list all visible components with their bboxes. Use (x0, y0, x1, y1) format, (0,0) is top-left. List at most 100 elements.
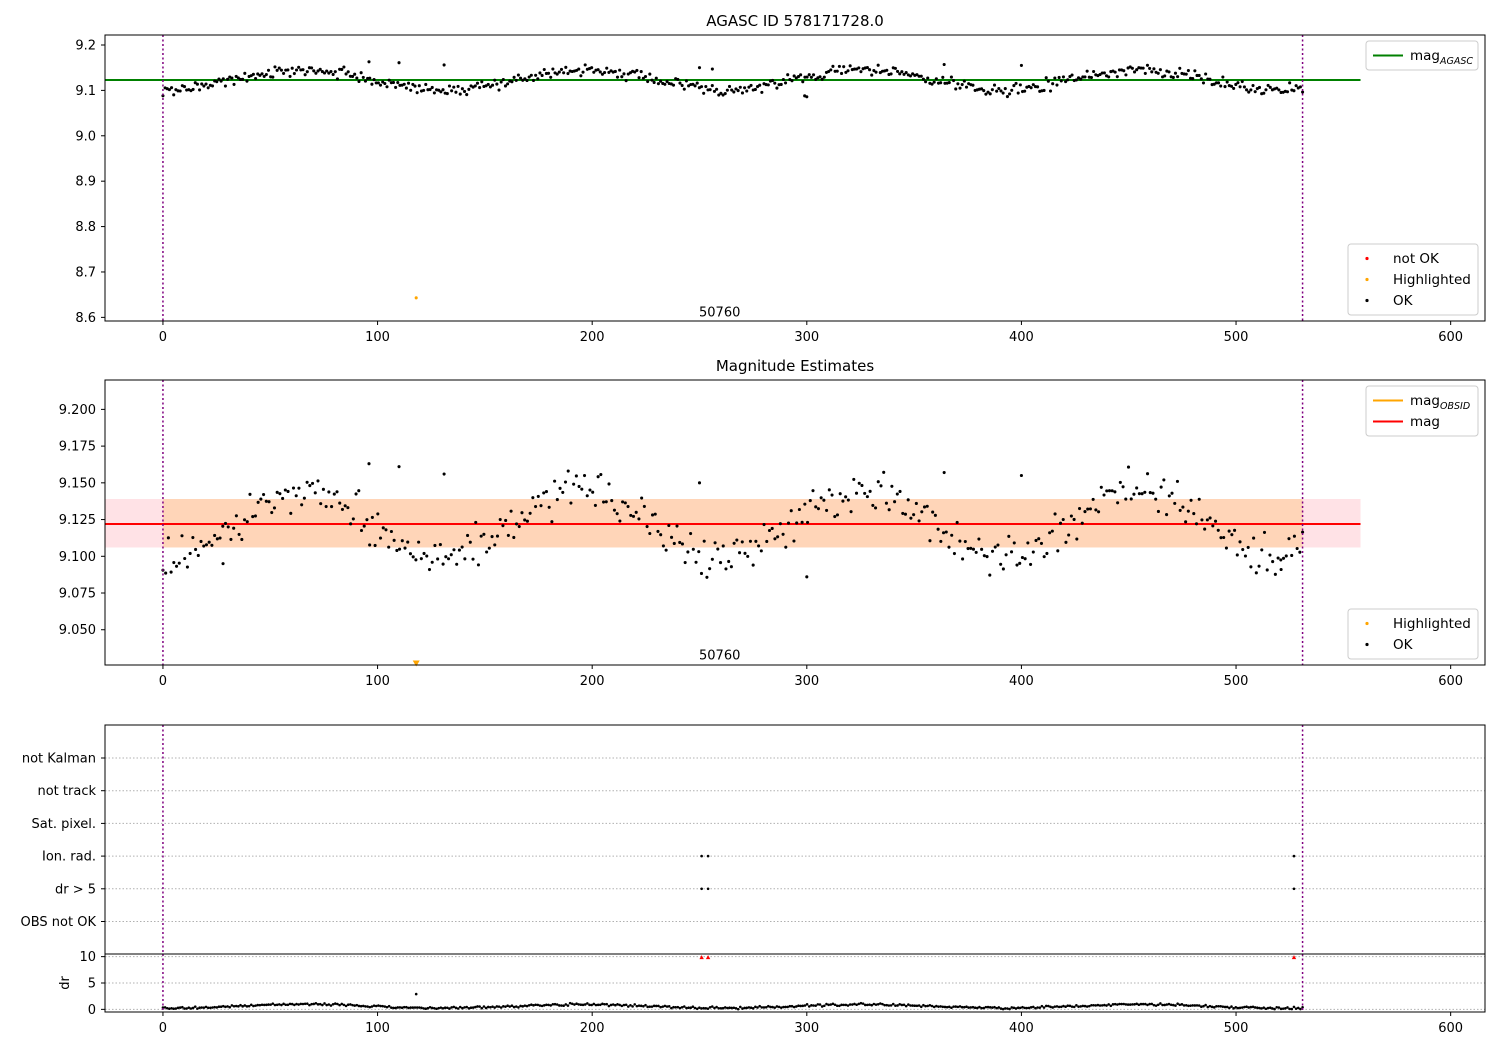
ok-point (1232, 1007, 1235, 1010)
ok-point (374, 1004, 378, 1008)
ok-point (200, 1006, 204, 1009)
ok-point (413, 1006, 417, 1009)
ok-point (566, 1004, 570, 1007)
ok-point (452, 1005, 456, 1009)
ok-point (702, 539, 706, 543)
ok-point (616, 1003, 619, 1006)
ok-point (1195, 1004, 1199, 1007)
ok-point (1046, 79, 1050, 83)
ok-point (267, 500, 271, 504)
ok-point (240, 537, 244, 542)
ok-point (1161, 1003, 1164, 1007)
ok-point (831, 1002, 835, 1006)
x-tick-label: 400 (1009, 330, 1034, 345)
ok-point (265, 1003, 268, 1007)
ok-point (482, 1005, 486, 1008)
ok-point (1092, 69, 1096, 74)
ok-point (1117, 68, 1122, 72)
ok-point (217, 77, 221, 81)
ok-point (1225, 1005, 1229, 1009)
ok-point (275, 68, 279, 72)
ok-point (271, 1002, 275, 1005)
ok-point (1069, 514, 1073, 518)
ok-point (310, 1002, 313, 1006)
ok-point (792, 74, 796, 78)
ok-point (1122, 1002, 1126, 1006)
ok-point (392, 1006, 395, 1010)
x-tick-label: 400 (1009, 674, 1034, 689)
ok-point (933, 513, 937, 517)
ok-point (993, 1005, 996, 1009)
ok-point (607, 70, 611, 74)
ok-point (288, 1002, 292, 1006)
ok-point (185, 1007, 188, 1010)
ok-point (368, 76, 372, 80)
ok-point (534, 73, 538, 77)
ok-point (1271, 560, 1275, 564)
ok-point (852, 477, 856, 481)
ok-point (1205, 518, 1209, 522)
ok-point (621, 500, 625, 504)
ok-point (517, 1006, 520, 1009)
ok-point (452, 548, 456, 552)
x-tick-label: 100 (365, 1021, 390, 1036)
ok-point (823, 1004, 826, 1008)
ok-point (898, 72, 902, 76)
x-tick-label: 300 (794, 674, 819, 689)
ok-point (601, 1002, 604, 1006)
ok-point (189, 1007, 193, 1010)
ok-point (361, 75, 365, 79)
ok-point (426, 1006, 430, 1010)
ok-point (1260, 1007, 1263, 1010)
ok-point (394, 85, 398, 89)
ok-point (680, 83, 684, 87)
ok-point (1189, 1004, 1192, 1007)
ok-point (872, 68, 876, 73)
ok-point (922, 505, 927, 509)
ok-point (210, 84, 215, 88)
ok-point (999, 89, 1003, 93)
ok-point (221, 77, 225, 81)
ok-point (1296, 1006, 1300, 1010)
ok-point (818, 75, 822, 79)
ok-point (1215, 1004, 1218, 1008)
ok-point (1026, 541, 1030, 545)
ok-point (193, 1005, 197, 1008)
ok-point (1294, 84, 1298, 88)
ok-point (312, 1002, 316, 1006)
ok-point (650, 513, 655, 517)
ok-point (321, 487, 325, 491)
ok-point (455, 562, 459, 566)
ok-point (904, 70, 908, 75)
ok-point (913, 1004, 917, 1008)
ok-point (974, 550, 978, 554)
ok-point (700, 1007, 703, 1010)
highlighted-point (412, 660, 420, 667)
ok-point (738, 551, 742, 555)
ok-point (997, 1006, 1001, 1009)
ok-point (349, 522, 353, 526)
category-label: dr > 5 (55, 882, 96, 897)
ok-point (191, 1006, 195, 1010)
ok-point (527, 75, 531, 79)
ok-point (637, 1004, 641, 1007)
flag-point (1292, 854, 1296, 858)
ok-point (536, 77, 540, 81)
ok-point (1224, 546, 1228, 550)
ok-point (566, 469, 570, 473)
ok-point (558, 1004, 561, 1007)
ok-point (1178, 66, 1182, 70)
ok-point (754, 539, 758, 543)
y-tick-label: 8.8 (75, 220, 96, 235)
ok-point (1154, 1004, 1158, 1007)
ok-point (1151, 491, 1155, 495)
ok-point (1059, 1005, 1063, 1009)
ok-point (609, 1003, 613, 1007)
ok-point (670, 535, 674, 539)
ok-point (1262, 530, 1267, 534)
ok-point (620, 75, 624, 79)
ok-point (586, 1002, 589, 1005)
ok-point (1165, 1003, 1169, 1006)
x-tick-label: 300 (794, 1021, 819, 1036)
